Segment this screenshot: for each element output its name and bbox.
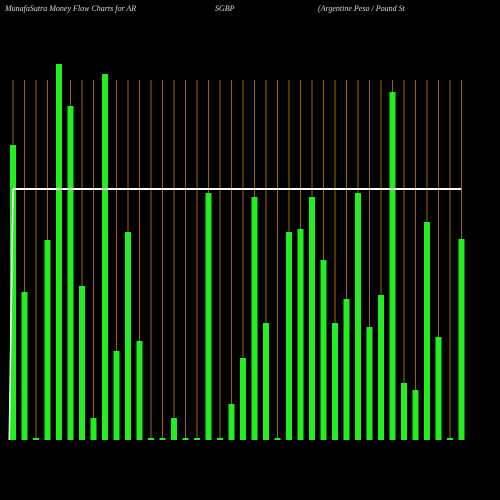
bar [309,197,315,440]
bar [56,64,62,440]
bar [424,222,430,440]
bar [79,286,85,440]
bar [205,193,212,440]
bar [447,438,453,440]
bar [182,438,189,440]
average-rise [8,188,14,441]
bar [435,337,442,440]
bar [355,193,361,440]
bar [401,383,407,440]
bar [274,438,281,440]
bar [136,341,143,440]
bar [389,92,396,440]
title-part: MunafaSutra Money Flow Charts for AR [4,4,136,13]
bar [148,438,154,440]
bar [159,438,166,440]
bar [240,358,246,440]
bar [217,438,223,440]
bar [125,232,131,440]
bar [90,418,97,440]
bar [251,197,258,440]
title-part: (Argentine Peso / Pound St [318,4,406,13]
bar [378,295,384,440]
bar [297,229,304,440]
bar [412,390,419,440]
bar [458,239,465,440]
bar [171,418,177,440]
bar [332,323,338,440]
bar [67,106,74,440]
bar [44,240,51,440]
bar [194,438,200,440]
bar [366,327,373,440]
bar [320,260,327,440]
bar [343,299,350,440]
bar [21,292,28,440]
bar [102,74,108,440]
bar [263,323,269,440]
bar [113,351,120,440]
bar [228,404,235,440]
bar [10,145,16,440]
bar [33,438,39,440]
title-part: SGBP [215,4,235,13]
bar [286,232,292,440]
